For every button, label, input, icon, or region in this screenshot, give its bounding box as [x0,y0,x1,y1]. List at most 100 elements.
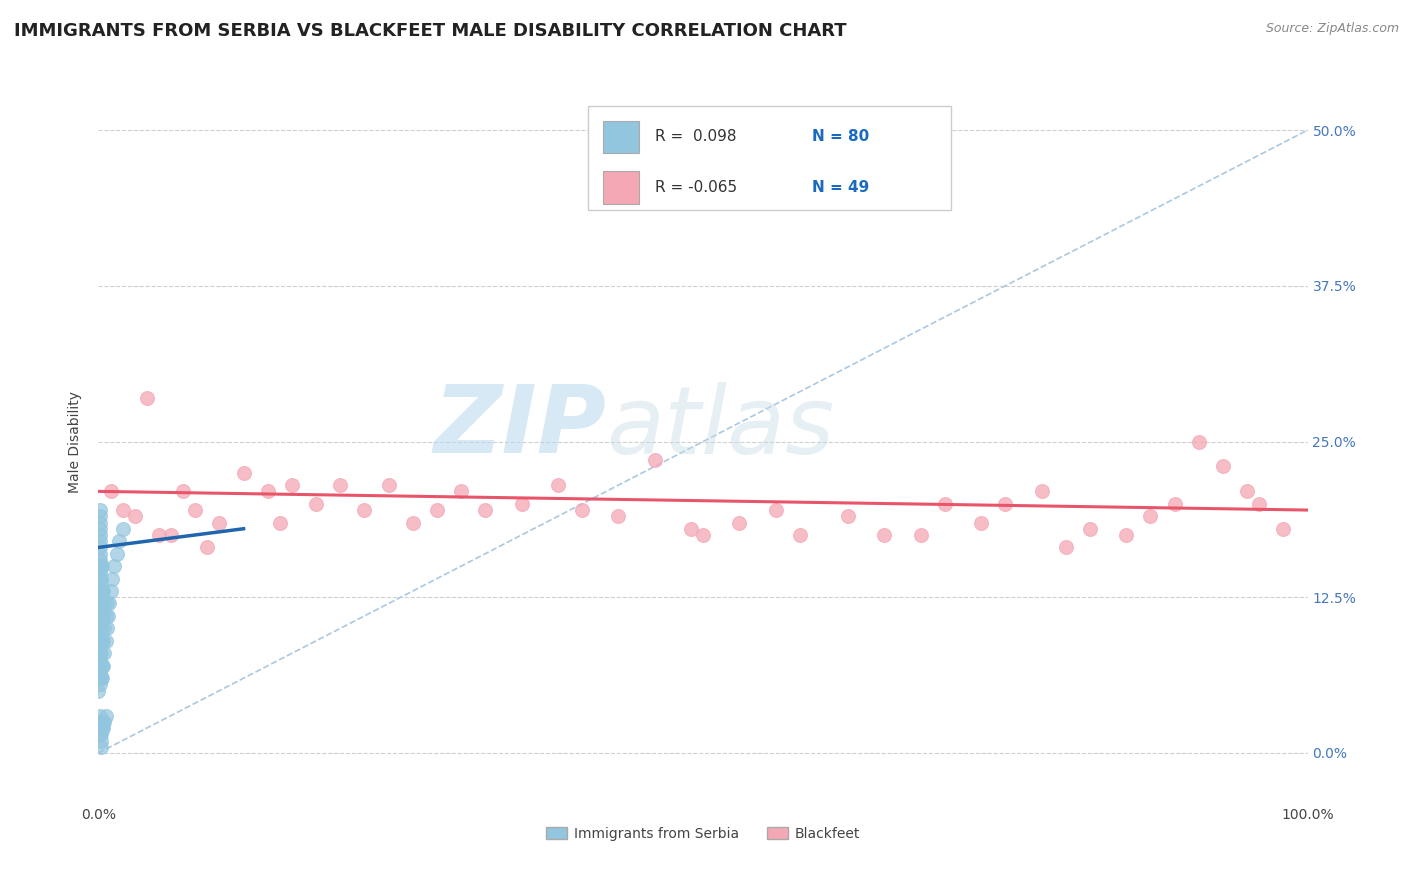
Text: N = 80: N = 80 [811,129,869,145]
Point [510,497,533,511]
Point [644,453,666,467]
Point [91,658,114,673]
Point [679,522,702,536]
Point [269,516,291,530]
Point [765,503,787,517]
Point [232,466,254,480]
Bar [603,120,638,153]
Point [256,484,278,499]
Point [90,621,112,635]
Point [89,591,111,605]
Point [934,497,956,511]
Text: IMMIGRANTS FROM SERBIA VS BLACKFEET MALE DISABILITY CORRELATION CHART: IMMIGRANTS FROM SERBIA VS BLACKFEET MALE… [14,22,846,40]
Point [90,584,112,599]
Point [90,633,112,648]
Point [90,727,112,741]
Point [195,541,218,555]
Point [89,652,111,666]
Point [91,584,114,599]
Point [124,509,146,524]
Point [450,484,472,499]
Point [91,658,114,673]
Point [1188,434,1211,449]
Point [97,609,120,624]
Point [1212,459,1234,474]
Point [89,609,111,624]
Point [970,516,993,530]
Point [135,391,157,405]
Point [1031,484,1053,499]
Point [91,609,114,624]
Point [547,478,569,492]
Point [910,528,932,542]
Point [160,528,183,542]
Point [89,547,111,561]
Point [100,584,122,599]
Point [90,739,112,754]
Point [91,633,114,648]
Bar [603,171,638,203]
Point [90,572,112,586]
Point [91,714,114,729]
Legend: Immigrants from Serbia, Blackfeet: Immigrants from Serbia, Blackfeet [540,822,866,847]
Point [91,609,114,624]
Point [1078,522,1101,536]
Point [1272,522,1295,536]
Text: R =  0.098: R = 0.098 [655,129,737,145]
Point [89,528,111,542]
Point [111,503,134,517]
Point [93,646,115,660]
Point [90,658,112,673]
Text: Source: ZipAtlas.com: Source: ZipAtlas.com [1265,22,1399,36]
Point [89,603,111,617]
Point [1163,497,1185,511]
Point [571,503,593,517]
Point [91,714,114,729]
Point [89,522,111,536]
Point [89,509,111,524]
Point [89,534,111,549]
Point [91,721,114,735]
Point [305,497,328,511]
Point [91,671,114,685]
Text: ZIP: ZIP [433,381,606,473]
Point [93,714,115,729]
Point [89,541,111,555]
Point [89,646,111,660]
Point [1236,484,1258,499]
Point [91,584,114,599]
Point [108,534,131,549]
Point [94,708,117,723]
Point [96,621,118,635]
Point [105,547,128,561]
Point [89,597,111,611]
Point [89,665,111,679]
Point [89,559,111,574]
Point [692,528,714,542]
Point [1054,541,1077,555]
Point [89,627,111,641]
Point [98,597,121,611]
Point [100,484,122,499]
Point [426,503,449,517]
Point [89,677,111,691]
Text: N = 49: N = 49 [811,180,869,194]
Point [89,503,111,517]
Point [329,478,352,492]
Point [90,721,112,735]
Point [873,528,896,542]
Point [89,553,111,567]
Point [91,721,114,735]
Point [89,633,111,648]
Point [89,708,111,723]
Point [789,528,811,542]
Text: atlas: atlas [606,382,835,473]
Point [111,522,134,536]
Text: R = -0.065: R = -0.065 [655,180,737,194]
Point [100,572,122,586]
Point [994,497,1017,511]
Point [93,621,115,635]
Point [1115,528,1137,542]
Point [90,559,112,574]
Point [281,478,304,492]
